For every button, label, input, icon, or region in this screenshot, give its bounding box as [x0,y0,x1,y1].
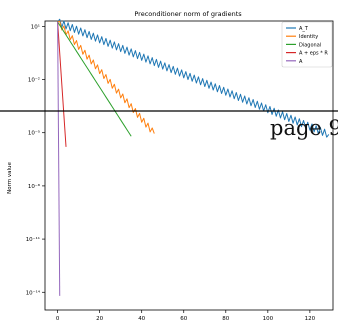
legend-label: Identity [299,34,318,40]
x-tick-label: 100 [263,316,274,322]
y-tick-label: 10¹ [31,23,40,30]
page-number-label: page 9 [270,116,338,140]
x-tick-label: 20 [96,316,103,322]
legend-label: Diagonal [299,42,321,48]
series-line [57,21,67,147]
y-axis-label: Norm value [7,162,13,194]
y-tick-label: 10⁻⁵ [28,130,40,137]
series-line [57,21,61,296]
legend-label: A [299,59,303,65]
y-tick-label: 10⁻⁸ [28,183,41,190]
y-tick-label: 10⁻¹¹ [26,236,40,243]
x-axis: 0 20 40 60 80 100 120 [56,310,316,322]
chart-title: Preconditioner norm of gradients [134,10,242,18]
legend-label: A + eps * R [299,51,328,57]
x-tick-label: 0 [56,316,60,322]
y-axis: 10¹ 10⁻² 10⁻⁵ 10⁻⁸ 10⁻¹¹ 10⁻¹⁴ [26,23,45,296]
plot-frame [44,20,334,311]
x-tick-label: 80 [222,316,229,322]
x-tick-label: 60 [180,316,187,322]
legend: A_T Identity Diagonal A + eps * R A [281,21,333,68]
y-tick-label: 10⁻¹⁴ [26,289,41,296]
legend-box [281,21,333,68]
x-tick-label: 40 [138,316,145,322]
series-line [57,21,132,137]
plot-area [44,18,334,311]
series-line [57,18,330,138]
y-tick-label: 10⁻² [28,77,40,84]
x-tick-label: 120 [305,316,316,322]
legend-label: A_T [299,26,309,32]
series-line [57,20,155,134]
